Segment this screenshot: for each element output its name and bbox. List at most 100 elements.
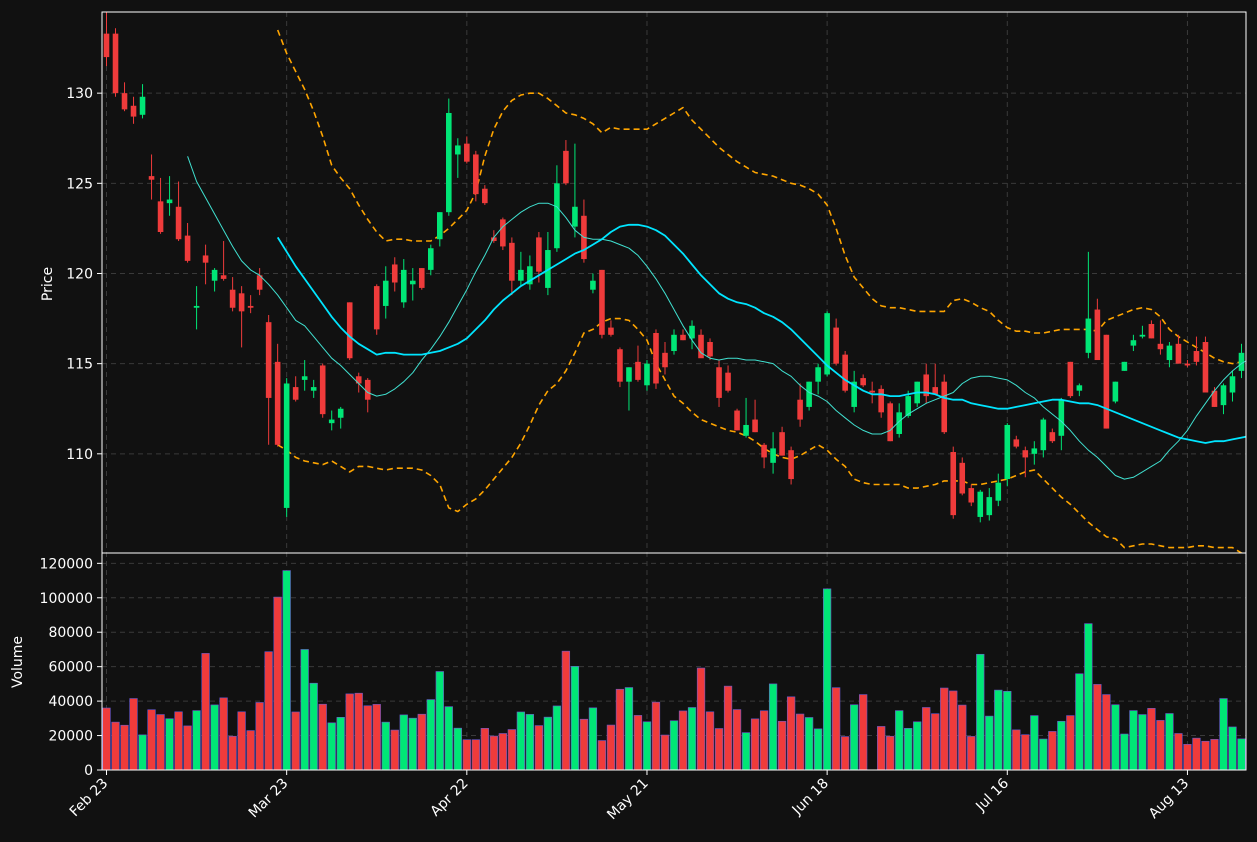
candle-body [905,396,911,416]
volume-bar [813,728,823,770]
candle-body [355,376,362,384]
volume-bar [237,711,246,770]
price-tick-label: 130 [66,86,93,102]
candle-body [400,269,407,303]
volume-bar [660,734,670,770]
volume-bar [1057,720,1066,770]
volume-bar [1192,737,1201,770]
volume-bar [507,729,516,770]
volume-bar [1147,708,1156,770]
candle-body [653,332,659,384]
volume-bar [1030,715,1039,770]
candle-body [175,206,182,240]
volume-bar [1066,715,1075,770]
volume-tick-label: 20000 [48,729,93,745]
volume-bar [967,736,976,770]
candle-body [112,33,119,94]
volume-bar [588,707,598,770]
candle-body [319,365,326,415]
volume-bar [1138,714,1147,770]
upper-band-line [276,29,1246,365]
candle-body [779,432,785,456]
candle-body [418,268,425,288]
volume-bar [1084,623,1093,770]
candle-body [1184,363,1191,366]
candle-body [536,237,542,272]
volume-bar [922,707,931,770]
volume-bar [480,728,489,770]
candle-body [761,444,767,458]
volume-bar [795,713,805,770]
candle-body [337,408,344,418]
volume-bar [399,714,408,770]
candle-body [121,93,128,110]
volume-bar [426,699,435,770]
candle-body [842,354,848,391]
volume-bar [345,693,354,770]
candle-body [464,143,470,162]
volume-bar [1003,690,1012,770]
volume-bar [877,726,886,770]
candle-body [833,327,839,364]
candle-body [391,264,398,283]
volume-bar [669,720,679,770]
volume-tick-label: 120000 [40,556,93,572]
candle-body [1130,340,1137,346]
price-tick-label: 125 [66,176,93,192]
volume-bar [390,729,399,770]
volume-bar [1228,726,1237,770]
volume-bar [696,667,706,770]
volume-bar [940,687,949,770]
candle-body [941,381,948,433]
candle-body [608,327,614,335]
volume-bar [210,704,219,770]
candle-body [824,313,830,375]
candle-body [437,212,443,240]
candle-body [409,280,416,285]
volume-bar [111,721,120,770]
volume-bar [1102,694,1111,770]
volume-bar [579,718,589,770]
volume-bar [624,687,634,770]
volume-bar [606,724,616,770]
candle-body [1004,424,1011,480]
volume-bar [336,716,345,770]
volume-bar [1012,729,1021,770]
price-tick-label: 120 [66,266,93,282]
volume-bar [516,711,525,770]
volume-bar [633,715,643,770]
volume-bar [300,649,309,770]
volume-bar [489,735,498,770]
candle-body [1193,351,1200,362]
candle-body [887,403,893,442]
volume-bar [1021,734,1030,770]
volume-bar [174,711,183,770]
volume-bar [886,735,895,770]
volume-bar [318,703,327,770]
volume-bar [417,713,426,770]
candle-body [301,376,308,380]
candle-body [572,206,578,227]
candle-body [184,235,191,261]
volume-bar [408,717,417,770]
candle-body [923,374,930,397]
candle-body [130,105,137,117]
volume-bar [309,682,318,770]
volume-bar [453,727,462,770]
volume-bar [381,721,390,770]
candle-body [590,280,596,290]
volume-bar [750,718,760,770]
lower-band-line [277,317,1244,553]
volume-bar [850,704,859,770]
volume-bar [1210,739,1219,770]
volume-bar [462,739,471,770]
volume-bar [444,706,453,770]
candle-body [815,367,821,382]
candle-body [446,112,452,213]
moving-averages [187,156,1246,480]
volume-bar [327,722,336,770]
volume-bar [255,702,264,770]
candle-body [743,424,749,436]
volume-bar [561,650,571,770]
volume-bar [832,687,841,770]
